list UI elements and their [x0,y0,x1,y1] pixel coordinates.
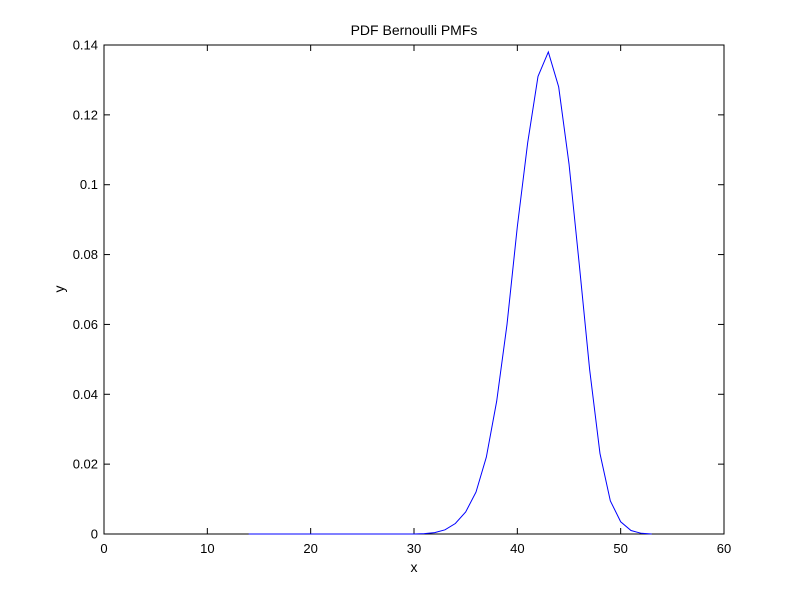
x-tick-label: 10 [200,541,214,556]
y-tick-label: 0 [91,527,98,542]
y-tick-label: 0.08 [73,247,98,262]
y-tick-label: 0.12 [73,107,98,122]
x-tick-label: 20 [303,541,317,556]
series-layer [248,50,652,535]
axis-ticks: 0 10 20 30 40 50 60 0 0.02 0.04 0.06 0.08 0.1 0.12 0.1… [73,38,732,557]
x-tick-label: 30 [407,541,421,556]
x-tick-label: 60 [717,541,731,556]
x-tick-label: 40 [510,541,524,556]
x-tick-label: 50 [613,541,627,556]
plot-area [103,44,725,535]
x-tick-label: 0 [100,541,107,556]
y-tick-label: 0.14 [73,38,98,53]
y-tick-label: 0.04 [73,387,98,402]
x-axis-label: x [411,559,418,575]
series-line [248,50,652,535]
y-tick-label: 0.02 [73,457,98,472]
chart-title: PDF Bernoulli PMFs [351,22,478,38]
y-tick-label: 0.06 [73,317,98,332]
y-axis-label: y [51,286,67,293]
y-tick-label: 0.1 [80,177,98,192]
